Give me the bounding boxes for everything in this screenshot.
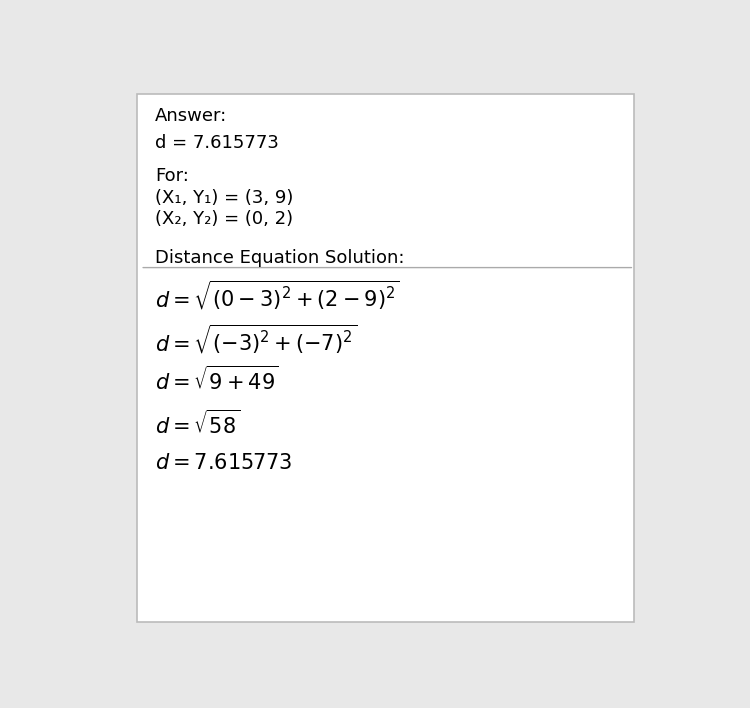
Text: (X₁, Y₁) = (3, 9): (X₁, Y₁) = (3, 9)	[154, 188, 293, 207]
Text: For:: For:	[154, 167, 189, 185]
Text: $d = \sqrt{9 + 49}$: $d = \sqrt{9 + 49}$	[154, 366, 279, 394]
Text: (X₂, Y₂) = (0, 2): (X₂, Y₂) = (0, 2)	[154, 210, 293, 229]
Text: Answer:: Answer:	[154, 107, 227, 125]
Text: Distance Equation Solution:: Distance Equation Solution:	[154, 249, 404, 266]
Text: $d = \sqrt{(-3)^2 + (-7)^2}$: $d = \sqrt{(-3)^2 + (-7)^2}$	[154, 322, 357, 355]
Text: d = 7.615773: d = 7.615773	[154, 134, 279, 152]
Text: $d = 7.615773$: $d = 7.615773$	[154, 453, 292, 473]
Text: $d = \sqrt{58}$: $d = \sqrt{58}$	[154, 409, 240, 438]
Text: $d = \sqrt{(0 - 3)^2 + (2 - 9)^2}$: $d = \sqrt{(0 - 3)^2 + (2 - 9)^2}$	[154, 278, 400, 312]
FancyBboxPatch shape	[137, 94, 634, 622]
